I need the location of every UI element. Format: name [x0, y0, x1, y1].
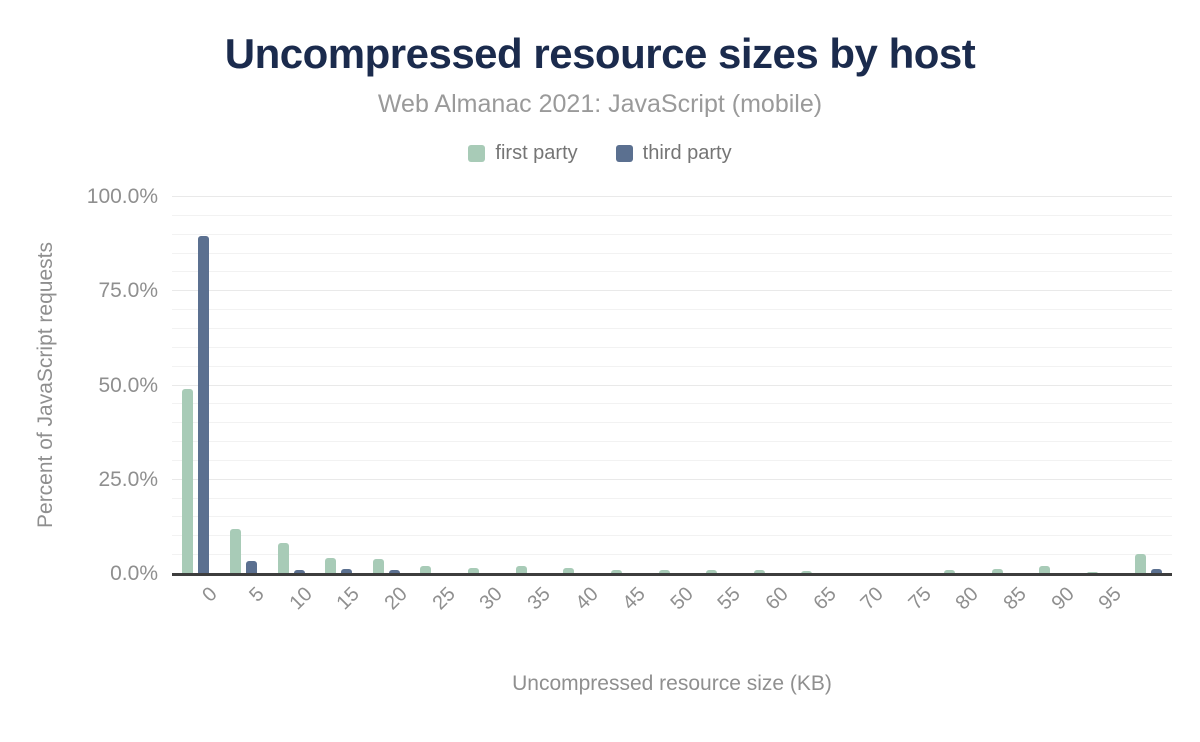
gridline: [172, 441, 1172, 443]
gridline: [172, 459, 1172, 461]
bar-first-party-0: [182, 388, 194, 574]
x-tick-label: 25: [428, 583, 460, 615]
legend-item-third-party: third party: [615, 142, 732, 165]
bar-first-party-95: [1087, 571, 1099, 574]
x-tick-label: 0: [197, 583, 222, 607]
bar-third-party-5: [245, 560, 257, 574]
gridline: [172, 214, 1172, 216]
bar-first-party-65: [801, 570, 813, 574]
gridline: [172, 516, 1172, 518]
x-tick-label: 85: [999, 583, 1031, 615]
y-axis-ticks: 0.0% 25.0% 50.0% 75.0% 100.0%: [0, 185, 158, 585]
bar-third-party-20: [388, 569, 400, 574]
chart-title: Uncompressed resource sizes by host: [224, 30, 976, 77]
x-tick-label: 55: [713, 583, 746, 615]
gridline: [172, 327, 1172, 329]
bar-first-party-10: [277, 542, 289, 574]
gridline: [172, 309, 1172, 311]
bar-first-party-last: [1134, 554, 1146, 574]
plot-area: 0 5 10 15 20 25 30 35 40 45 50 55 60 65 70 75 80 85 90 95: [172, 196, 1172, 614]
y-tick-label: 0.0%: [110, 562, 158, 585]
gridline: [172, 403, 1172, 405]
bar-first-party-80: [944, 570, 956, 574]
x-tick-label: 75: [904, 583, 936, 615]
gridline: [172, 365, 1172, 367]
bar-first-party-40: [563, 568, 575, 574]
legend-swatch-first-party: [468, 145, 486, 162]
bar-first-party-45: [610, 569, 622, 574]
bar-first-party-50: [658, 569, 670, 574]
bar-first-party-25: [420, 565, 432, 574]
x-tick-label: 40: [571, 583, 603, 615]
bar-first-party-30: [468, 568, 480, 574]
bar-first-party-55: [706, 569, 718, 574]
x-tick-label: 70: [856, 583, 889, 615]
y-tick-label: 75.0%: [98, 279, 158, 303]
gridline: [172, 384, 1172, 386]
bar-first-party-15: [325, 558, 337, 574]
x-axis-line: [172, 573, 1172, 576]
gridline: [172, 346, 1172, 348]
x-tick-label: 45: [618, 583, 650, 615]
bar-first-party-85: [991, 569, 1003, 574]
gridline: [172, 252, 1172, 254]
bar-third-party-15: [341, 569, 353, 574]
legend-label-third-party: third party: [642, 142, 732, 164]
chart-subtitle: Web Almanac 2021: JavaScript (mobile): [377, 90, 823, 118]
bar-third-party-last: [1150, 569, 1162, 574]
y-tick-label: 25.0%: [98, 467, 158, 491]
legend: first party third party: [0, 142, 1200, 165]
x-tick-label: 50: [666, 583, 698, 615]
x-tick-label: 90: [1047, 583, 1079, 615]
bar-first-party-35: [515, 565, 527, 574]
legend-label-first-party: first party: [495, 142, 578, 164]
x-tick-label: 95: [1094, 583, 1127, 615]
bar-third-party-0: [198, 235, 210, 574]
x-tick-label: 60: [761, 583, 793, 615]
x-tick-label: 80: [951, 583, 984, 615]
gridline: [172, 290, 1172, 292]
x-axis-title: Uncompressed resource size (KB): [512, 672, 832, 695]
y-tick-label: 50.0%: [98, 373, 158, 397]
gridline: [172, 271, 1172, 273]
gridline: [172, 497, 1172, 499]
bar-first-party-60: [753, 569, 765, 574]
legend-item-first-party: first party: [468, 142, 578, 165]
bar-third-party-10: [293, 569, 305, 574]
gridline: [172, 535, 1172, 537]
y-tick-label: 100.0%: [86, 185, 158, 208]
gridline: [172, 196, 1172, 197]
x-tick-label: 35: [523, 583, 555, 615]
x-tick-label: 15: [332, 583, 365, 615]
gridline: [172, 233, 1172, 235]
bar-first-party-90: [1039, 565, 1051, 574]
gridline: [172, 422, 1172, 424]
gridline: [172, 554, 1172, 556]
gridline: [172, 478, 1172, 480]
x-tick-label: 65: [809, 583, 841, 615]
bar-first-party-5: [229, 529, 241, 574]
x-tick-label: 20: [380, 583, 412, 615]
legend-swatch-third-party: [615, 145, 633, 162]
x-tick-label: 5: [245, 583, 269, 607]
bar-first-party-20: [372, 558, 384, 574]
x-tick-label: 10: [285, 583, 317, 615]
x-tick-label: 30: [475, 583, 508, 615]
